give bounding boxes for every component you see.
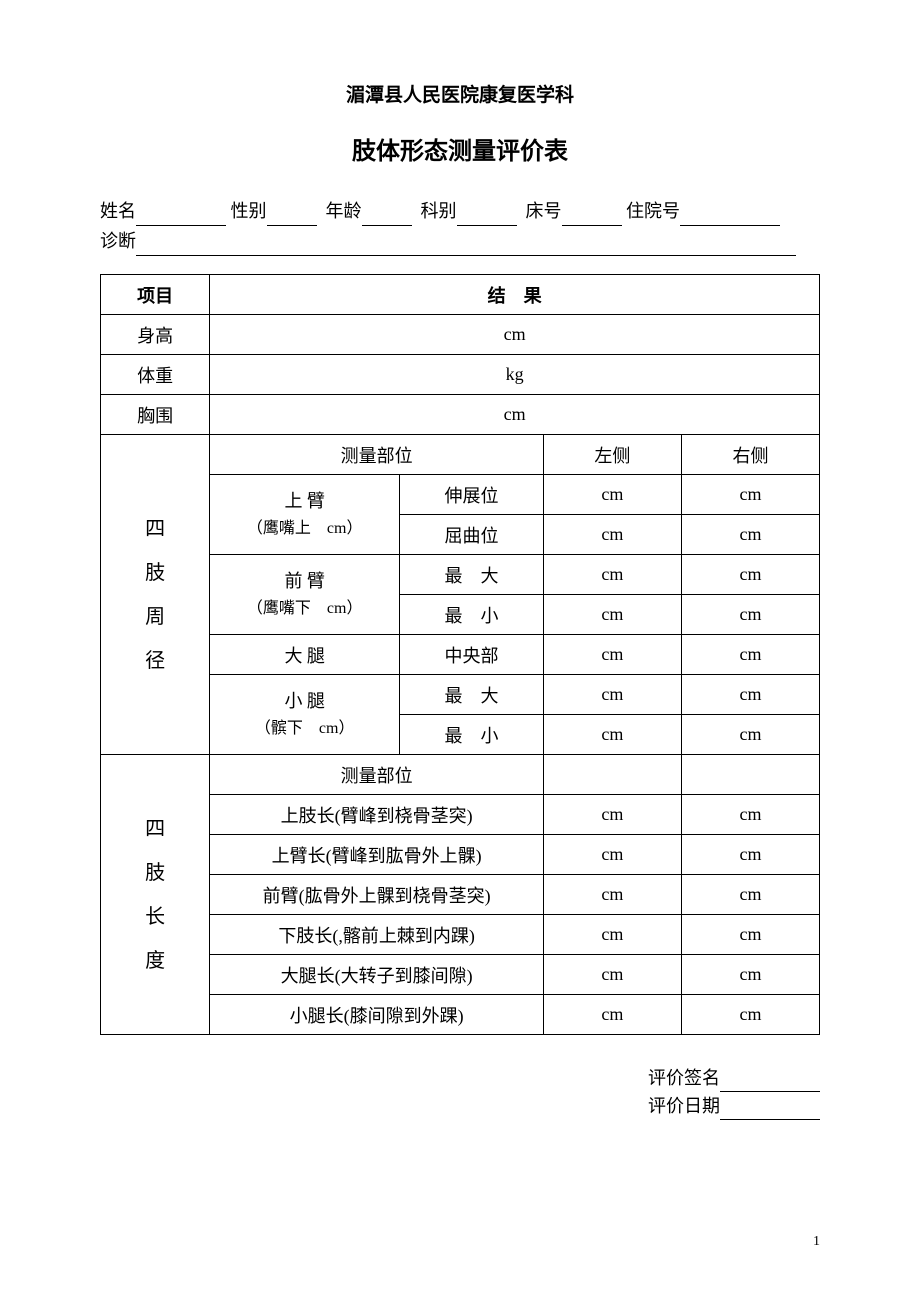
min-label-1: 最 小 <box>400 595 544 635</box>
fal-right[interactable]: cm <box>681 875 819 915</box>
ua-ext-right[interactable]: cm <box>681 475 819 515</box>
diagnosis-field[interactable] <box>136 234 796 256</box>
fa-min-right[interactable]: cm <box>681 595 819 635</box>
diagnosis-label: 诊断 <box>100 231 136 251</box>
length-left-header <box>543 755 681 795</box>
measure-site-2: 测量部位 <box>210 755 544 795</box>
sign-field[interactable] <box>720 1070 820 1092</box>
forearm-len-label: 前臂(肱骨外上髁到桡骨茎突) <box>210 875 544 915</box>
date-field[interactable] <box>720 1098 820 1120</box>
admission-label: 住院号 <box>626 201 680 221</box>
calf-max-right[interactable]: cm <box>681 675 819 715</box>
extension-label: 伸展位 <box>400 475 544 515</box>
calf-len-label: 小腿长(膝间隙到外踝) <box>210 995 544 1035</box>
ua-ext-left[interactable]: cm <box>543 475 681 515</box>
weight-label: 体重 <box>101 355 210 395</box>
thigh-right[interactable]: cm <box>681 635 819 675</box>
date-label: 评价日期 <box>648 1096 720 1116</box>
chest-label: 胸围 <box>101 395 210 435</box>
ual-left[interactable]: cm <box>543 835 681 875</box>
ll-right[interactable]: cm <box>681 915 819 955</box>
center-label: 中央部 <box>400 635 544 675</box>
flexion-label: 屈曲位 <box>400 515 544 555</box>
upper-limb-label: 上肢长(臂峰到桡骨茎突) <box>210 795 544 835</box>
ua-flex-left[interactable]: cm <box>543 515 681 555</box>
calf-min-right[interactable]: cm <box>681 715 819 755</box>
table-header-row: 项目 结 果 <box>101 275 820 315</box>
fal-left[interactable]: cm <box>543 875 681 915</box>
thigh-label: 大 腿 <box>210 635 400 675</box>
patient-info-block: 姓名 性别 年龄 科别 床号 住院号 诊断 <box>100 196 820 256</box>
circ-header-row: 四 肢 周 径 测量部位 左侧 右侧 <box>101 435 820 475</box>
forearm-label: 前 臂 （鹰嘴下 cm） <box>210 555 400 635</box>
height-label: 身高 <box>101 315 210 355</box>
bed-label: 床号 <box>526 201 562 221</box>
lower-limb-label: 下肢长(,髂前上棘到内踝) <box>210 915 544 955</box>
weight-row: 体重 kg <box>101 355 820 395</box>
dept-label: 科别 <box>421 201 457 221</box>
chest-value[interactable]: cm <box>210 395 820 435</box>
measurement-table: 项目 结 果 身高 cm 体重 kg 胸围 cm 四 肢 周 径 测量部位 左侧… <box>100 274 820 1035</box>
tl-left[interactable]: cm <box>543 955 681 995</box>
calf-min-left[interactable]: cm <box>543 715 681 755</box>
signature-block: 评价签名 评价日期 <box>648 1064 820 1120</box>
ul-right[interactable]: cm <box>681 795 819 835</box>
page-number: 1 <box>813 1234 820 1250</box>
weight-value[interactable]: kg <box>210 355 820 395</box>
ua-flex-right[interactable]: cm <box>681 515 819 555</box>
age-field[interactable] <box>362 204 412 226</box>
header-result: 结 果 <box>210 275 820 315</box>
sign-label: 评价签名 <box>648 1068 720 1088</box>
chest-row: 胸围 cm <box>101 395 820 435</box>
calf-max-left[interactable]: cm <box>543 675 681 715</box>
thigh-len-label: 大腿长(大转子到膝间隙) <box>210 955 544 995</box>
form-title: 肢体形态测量评价表 <box>100 131 820 166</box>
upper-arm-len-label: 上臂长(臂峰到肱骨外上髁) <box>210 835 544 875</box>
cl-right[interactable]: cm <box>681 995 819 1035</box>
bed-field[interactable] <box>562 204 622 226</box>
fa-min-left[interactable]: cm <box>543 595 681 635</box>
sex-label: 性别 <box>231 201 267 221</box>
min-label-2: 最 小 <box>400 715 544 755</box>
fa-max-left[interactable]: cm <box>543 555 681 595</box>
tl-right[interactable]: cm <box>681 955 819 995</box>
dept-field[interactable] <box>457 204 517 226</box>
org-header: 湄潭县人民医院康复医学科 <box>100 80 820 107</box>
upper-arm-label: 上 臂 （鹰嘴上 cm） <box>210 475 400 555</box>
ll-left[interactable]: cm <box>543 915 681 955</box>
name-label: 姓名 <box>100 201 136 221</box>
calf-label: 小 腿 （髌下 cm） <box>210 675 400 755</box>
header-item: 项目 <box>101 275 210 315</box>
length-header-row: 四 肢 长 度 测量部位 <box>101 755 820 795</box>
thigh-left[interactable]: cm <box>543 635 681 675</box>
height-row: 身高 cm <box>101 315 820 355</box>
cl-left[interactable]: cm <box>543 995 681 1035</box>
admission-field[interactable] <box>680 204 780 226</box>
height-value[interactable]: cm <box>210 315 820 355</box>
ual-right[interactable]: cm <box>681 835 819 875</box>
length-right-header <box>681 755 819 795</box>
measure-site-header: 测量部位 <box>210 435 544 475</box>
ul-left[interactable]: cm <box>543 795 681 835</box>
age-label: 年龄 <box>326 201 362 221</box>
left-header: 左侧 <box>543 435 681 475</box>
right-header: 右侧 <box>681 435 819 475</box>
limb-circ-label: 四 肢 周 径 <box>101 435 210 755</box>
limb-length-label: 四 肢 长 度 <box>101 755 210 1035</box>
sex-field[interactable] <box>267 204 317 226</box>
fa-max-right[interactable]: cm <box>681 555 819 595</box>
name-field[interactable] <box>136 204 226 226</box>
max-label-1: 最 大 <box>400 555 544 595</box>
max-label-2: 最 大 <box>400 675 544 715</box>
